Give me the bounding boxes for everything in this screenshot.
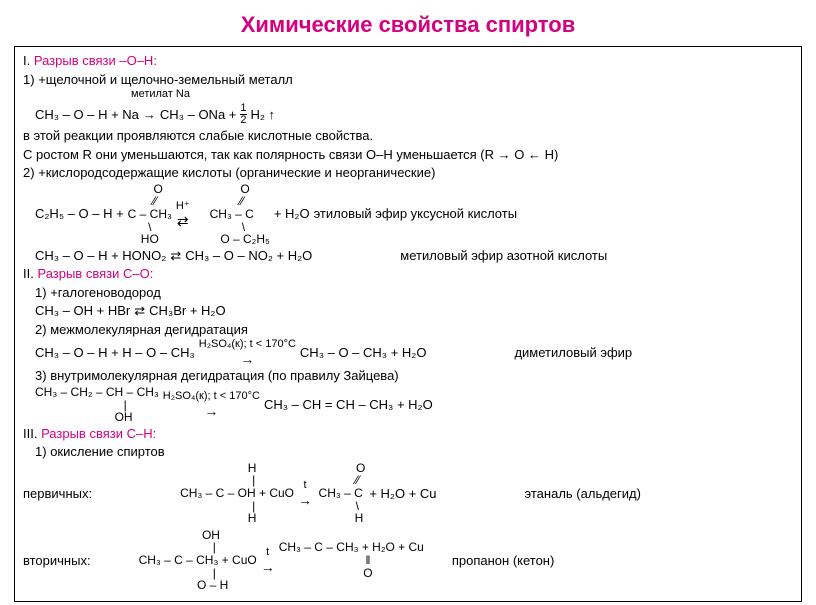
- sec2-i2-text: межмолекулярная дегидратация: [50, 322, 248, 337]
- sec1-eq2-right-struct: O ⁄⁄ CH₃ – C \ O – C₂H₅: [194, 183, 270, 246]
- sec2-eq1-arrow: ⇄: [134, 302, 145, 320]
- sec3-eq1-name: этаналь (альдегид): [525, 485, 641, 503]
- page-title: Химические свойства спиртов: [14, 12, 802, 38]
- sec2-prefix: II.: [23, 266, 37, 281]
- sec2-eq1: CH₃ – OH + HBr ⇄ CH₃Br + H₂O: [35, 302, 793, 320]
- sec2-i1-num: 1): [35, 285, 47, 300]
- sec1-eq2: C₂H₅ – O – H + O ⁄⁄ C – CH₃ \ HO H⁺ ⇄ O …: [35, 183, 793, 246]
- sec2-head: Разрыв связи C–O:: [37, 266, 153, 281]
- sec2-i3-text: внутримолекулярная дегидратация (по прав…: [50, 368, 398, 383]
- sec1-eq1-over: метилат Na: [131, 89, 190, 102]
- sec1-item1: 1) +щелочной и щелочно-земельный металл: [23, 71, 793, 89]
- sec3-eq1: первичных: H | CH₃ – C – OH + CuO | H t …: [23, 462, 793, 525]
- sec1-eq3-right: CH₃ – O – NO₂ + H₂O: [185, 247, 312, 265]
- content-box: I. Разрыв связи –O–H: 1) +щелочной и щел…: [14, 46, 802, 602]
- sec1-i2-num: 2): [23, 165, 35, 180]
- sec1-eq2-arrow-block: H⁺ ⇄: [176, 201, 190, 228]
- sec2-eq3: CH₃ – CH₂ – CH – CH₃ | OH H₂SO₄(к); t < …: [35, 386, 793, 424]
- sec1-eq1-right-a: CH₃ – ONa +: [160, 106, 236, 124]
- section1-heading: I. Разрыв связи –O–H:: [23, 52, 793, 70]
- sec3-eq2: вторичных: OH | CH₃ – C – CH₃ + CuO | O …: [23, 529, 793, 592]
- sec1-eq1-arrow: →: [143, 106, 156, 124]
- sec3-i1-num: 1): [35, 444, 47, 459]
- sec1-eq1-frac: 1 2: [240, 103, 246, 126]
- sec2-eq1-right: CH₃Br + H₂O: [149, 302, 225, 320]
- sec2-i3-num: 3): [35, 368, 47, 383]
- sec3-i1-text: окисление спиртов: [50, 444, 164, 459]
- sec1-eq2-name: этиловый эфир уксусной кислоты: [314, 205, 517, 223]
- sec1-i2-text: +кислородсодержащие кислоты (органически…: [38, 165, 435, 180]
- sec1-eq1-left: CH₃ – O – H + Na: [35, 106, 139, 124]
- sec3-label-primary: первичных:: [23, 485, 92, 503]
- sec1-head: Разрыв связи –O–H:: [34, 53, 157, 68]
- sec2-eq2-left: CH₃ – O – H + H – O – CH₃: [35, 344, 195, 362]
- sec3-label-secondary: вторичных:: [23, 552, 91, 570]
- sec1-i1-text: +щелочной и щелочно-земельный металл: [38, 72, 293, 87]
- sec2-eq3-left-struct: CH₃ – CH₂ – CH – CH₃ | OH: [35, 386, 159, 424]
- sec1-prefix: I.: [23, 53, 34, 68]
- sec1-note2: С ростом R они уменьшаются, так как поля…: [23, 146, 793, 164]
- sec2-eq2: CH₃ – O – H + H – O – CH₃ H₂SO₄(к); t < …: [35, 339, 793, 366]
- sec3-item1: 1) окисление спиртов: [35, 443, 793, 461]
- sec2-item1: 1) +галогеноводород: [35, 284, 793, 302]
- sec1-eq3-left: CH₃ – O – H + HONO₂: [35, 247, 166, 265]
- page: Химические свойства спиртов I. Разрыв св…: [0, 0, 816, 605]
- sec1-eq1: метилат Na: [47, 89, 793, 102]
- sec2-eq2-right: CH₃ – O – CH₃ + H₂O: [300, 344, 427, 362]
- sec1-eq2-plus: + H₂O: [274, 205, 310, 223]
- sec3-eq1-arrow-block: t →: [298, 480, 312, 507]
- sec3-head: Разрыв связи C–H:: [41, 426, 156, 441]
- sec2-i1-text: +галогеноводород: [50, 285, 161, 300]
- sec2-item2: 2) межмолекулярная дегидратация: [35, 321, 793, 339]
- sec3-prefix: III.: [23, 426, 41, 441]
- sec3-eq2-left-struct: OH | CH₃ – C – CH₃ + CuO | O – H: [139, 529, 257, 592]
- sec2-eq3-arrow-block: H₂SO₄(к); t < 170°C →: [163, 391, 260, 418]
- sec2-eq3-right: CH₃ – CH = CH – CH₃ + H₂O: [264, 396, 433, 414]
- sec1-eq3: CH₃ – O – H + HONO₂ ⇄ CH₃ – O – NO₂ + H₂…: [35, 247, 793, 265]
- sec3-eq1-right-struct: O ⁄⁄ CH₃ – C \ H: [316, 462, 365, 525]
- sec1-eq3-arrow: ⇄: [170, 247, 181, 265]
- sec3-eq1-left-struct: H | CH₃ – C – OH + CuO | H: [180, 462, 294, 525]
- sec2-eq2-name: диметиловый эфир: [514, 344, 632, 362]
- sec3-eq1-plus: + H₂O + Cu: [369, 485, 436, 503]
- sec3-eq2-name: пропанон (кетон): [452, 552, 554, 570]
- sec1-eq2-mid-struct: O ⁄⁄ C – CH₃ \ HO: [128, 183, 172, 246]
- sec1-eq1-right-b: H₂ ↑: [251, 106, 276, 124]
- sec2-eq2-arrow-block: H₂SO₄(к); t < 170°C →: [199, 339, 296, 366]
- sec1-eq2-left: C₂H₅ – O – H +: [35, 205, 124, 223]
- sec1-item2: 2) +кислородсодержащие кислоты (органиче…: [23, 164, 793, 182]
- sec2-i2-num: 2): [35, 322, 47, 337]
- sec1-eq3-name: метиловый эфир азотной кислоты: [400, 247, 607, 265]
- sec3-eq2-right-struct: CH₃ – C – CH₃ + H₂O + Cu ‖ O: [279, 541, 424, 579]
- sec3-eq2-arrow-block: t →: [261, 547, 275, 574]
- sec1-i1-num: 1): [23, 72, 35, 87]
- sec2-item3: 3) внутримолекулярная дегидратация (по п…: [35, 367, 793, 385]
- section2-heading: II. Разрыв связи C–O:: [23, 265, 793, 283]
- section3-heading: III. Разрыв связи C–H:: [23, 425, 793, 443]
- sec2-eq1-left: CH₃ – OH + HBr: [35, 302, 130, 320]
- sec1-note1: в этой реакции проявляются слабые кислот…: [23, 127, 793, 145]
- sec1-eq1-body: CH₃ – O – H + Na → CH₃ – ONa + 1 2 H₂ ↑: [35, 103, 793, 126]
